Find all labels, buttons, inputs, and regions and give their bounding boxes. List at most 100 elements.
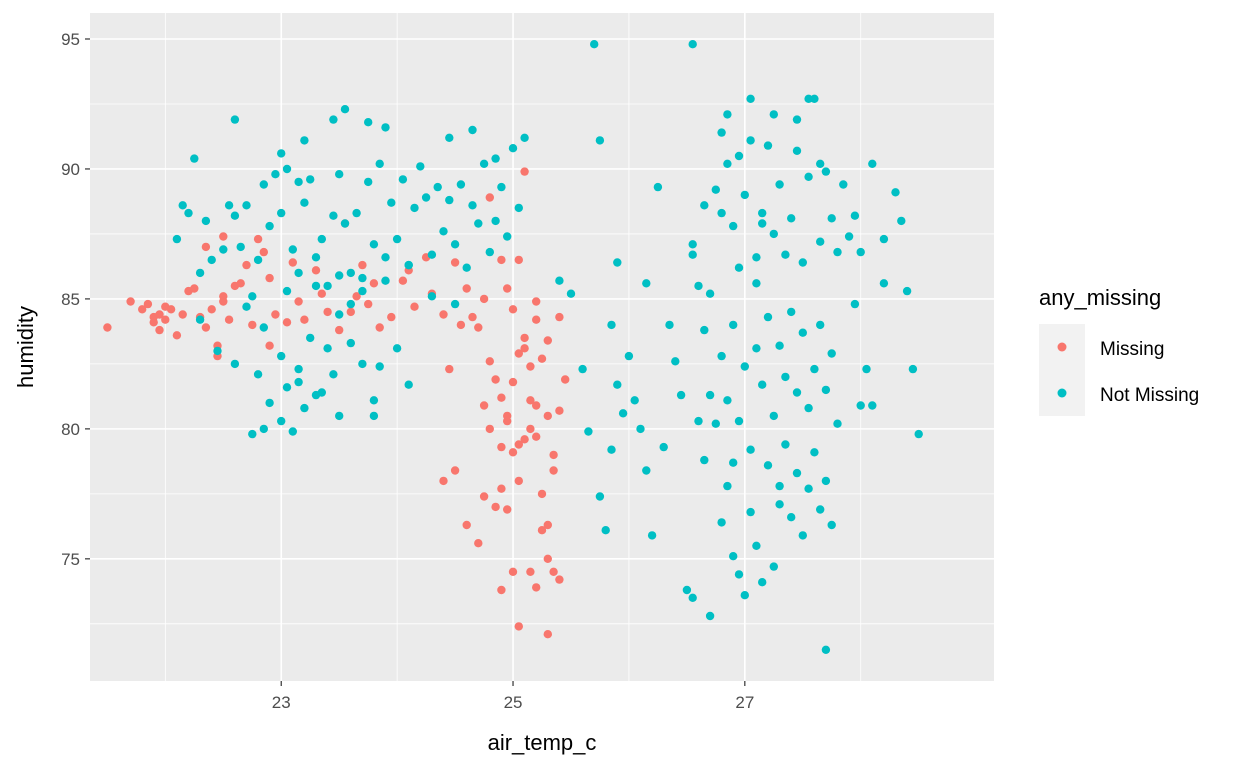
point-missing xyxy=(537,354,547,363)
point-not-missing xyxy=(769,110,778,119)
point-missing xyxy=(532,432,541,441)
point-not-missing xyxy=(364,177,373,187)
point-not-missing xyxy=(705,289,715,298)
point-not-missing xyxy=(700,201,709,210)
point-not-missing xyxy=(282,383,292,392)
point-not-missing xyxy=(375,159,384,168)
point-not-missing xyxy=(862,364,871,374)
point-not-missing xyxy=(369,396,379,405)
point-not-missing xyxy=(497,182,506,192)
point-not-missing xyxy=(520,133,529,142)
point-missing xyxy=(485,357,494,366)
point-missing xyxy=(300,315,309,324)
point-missing xyxy=(224,315,234,324)
point-not-missing xyxy=(850,211,860,220)
point-not-missing xyxy=(839,180,848,189)
point-not-missing xyxy=(358,286,367,296)
x-tick-label: 25 xyxy=(504,693,523,712)
point-not-missing xyxy=(358,359,367,369)
point-not-missing xyxy=(734,151,744,161)
point-missing xyxy=(497,255,506,265)
point-not-missing xyxy=(694,416,703,426)
point-missing xyxy=(242,260,251,270)
point-not-missing xyxy=(369,411,379,421)
point-not-missing xyxy=(230,115,240,124)
point-not-missing xyxy=(230,359,240,369)
point-not-missing xyxy=(230,211,240,220)
legend-label-not-missing: Not Missing xyxy=(1100,385,1199,406)
point-not-missing xyxy=(335,411,344,421)
point-missing xyxy=(155,325,164,335)
point-not-missing xyxy=(381,253,390,262)
point-not-missing xyxy=(653,182,663,192)
point-missing xyxy=(543,336,552,345)
point-missing xyxy=(508,448,518,457)
point-missing xyxy=(439,476,448,486)
point-not-missing xyxy=(346,338,355,348)
point-not-missing xyxy=(404,260,413,270)
point-not-missing xyxy=(282,286,292,296)
point-missing xyxy=(450,258,460,267)
point-not-missing xyxy=(688,250,697,259)
y-axis-title: humidity xyxy=(13,306,38,388)
point-not-missing xyxy=(282,164,292,174)
point-not-missing xyxy=(213,346,222,356)
point-missing xyxy=(265,341,274,350)
point-not-missing xyxy=(450,299,460,309)
point-not-missing xyxy=(798,531,807,540)
point-not-missing xyxy=(253,370,263,379)
point-not-missing xyxy=(746,445,755,454)
point-not-missing xyxy=(734,416,744,426)
point-not-missing xyxy=(474,219,483,228)
point-not-missing xyxy=(462,263,471,272)
point-missing xyxy=(526,362,535,371)
point-not-missing xyxy=(729,320,738,330)
x-axis-tick-labels: 23 25 27 xyxy=(272,693,755,712)
point-not-missing xyxy=(207,255,216,265)
point-not-missing xyxy=(804,484,813,493)
point-missing xyxy=(201,323,211,332)
point-not-missing xyxy=(340,105,350,114)
point-missing xyxy=(537,526,547,535)
point-not-missing xyxy=(294,377,303,387)
point-missing xyxy=(479,294,489,304)
point-not-missing xyxy=(792,468,802,478)
point-not-missing xyxy=(833,419,842,428)
point-missing xyxy=(514,440,523,449)
point-missing xyxy=(335,325,344,335)
point-not-missing xyxy=(821,385,831,395)
point-not-missing xyxy=(346,268,355,278)
point-missing xyxy=(410,302,419,311)
point-missing xyxy=(462,520,471,530)
point-missing xyxy=(549,450,558,460)
point-missing xyxy=(537,489,547,499)
point-not-missing xyxy=(746,94,755,104)
point-missing xyxy=(468,312,477,322)
point-missing xyxy=(514,476,523,486)
point-missing xyxy=(497,585,506,595)
point-not-missing xyxy=(311,253,321,262)
point-missing xyxy=(508,305,518,314)
point-not-missing xyxy=(688,593,697,602)
point-not-missing xyxy=(827,214,836,223)
point-not-missing xyxy=(277,208,286,218)
point-not-missing xyxy=(758,578,767,587)
point-not-missing xyxy=(798,328,807,337)
point-missing xyxy=(503,411,512,421)
point-missing xyxy=(259,247,268,257)
point-missing xyxy=(520,344,529,353)
point-not-missing xyxy=(317,388,326,397)
point-not-missing xyxy=(607,320,616,330)
point-not-missing xyxy=(700,455,709,465)
point-missing xyxy=(555,312,564,322)
point-missing xyxy=(549,466,558,475)
point-not-missing xyxy=(787,214,796,223)
point-not-missing xyxy=(491,216,500,226)
point-missing xyxy=(317,289,326,298)
point-not-missing xyxy=(711,419,720,428)
point-not-missing xyxy=(740,190,749,200)
point-not-missing xyxy=(792,146,802,155)
point-not-missing xyxy=(769,562,778,571)
point-not-missing xyxy=(700,325,709,335)
